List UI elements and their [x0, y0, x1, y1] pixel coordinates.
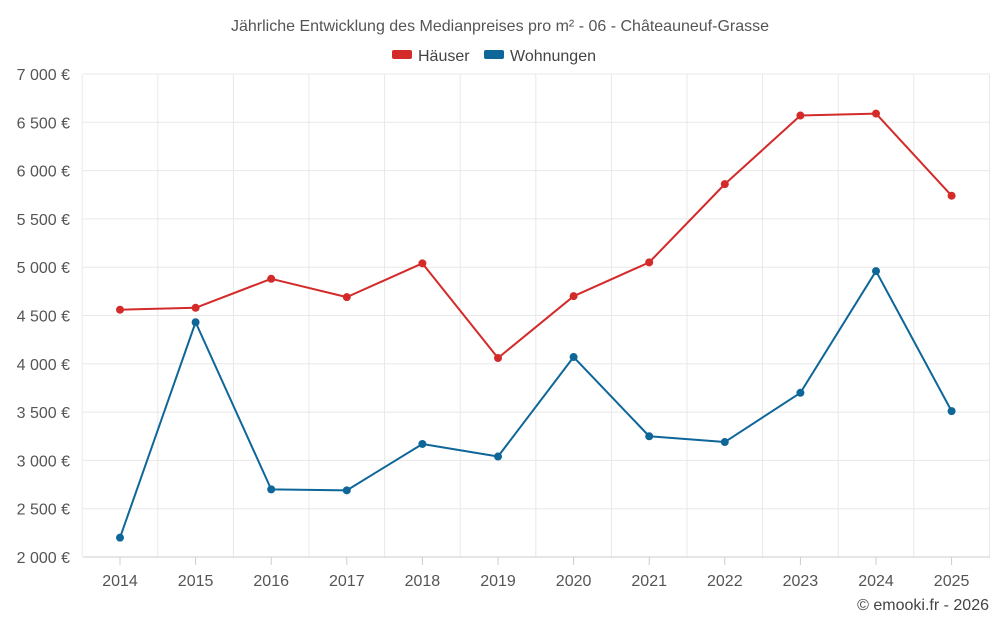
legend[interactable]: Häuser Wohnungen	[392, 48, 596, 65]
y-tick-label: 7 000 €	[17, 67, 70, 84]
series-line	[119, 270, 953, 539]
series-0	[116, 109, 956, 363]
data-point[interactable]	[116, 305, 124, 314]
y-tick-label: 6 500 €	[17, 115, 70, 132]
legend-item[interactable]: Wohnungen	[484, 48, 596, 65]
y-tick-label: 4 500 €	[17, 309, 70, 326]
data-point[interactable]	[720, 180, 729, 189]
data-point[interactable]	[720, 438, 729, 447]
data-point[interactable]	[796, 111, 805, 120]
x-tick-label: 2024	[858, 573, 894, 590]
credit-text: © emooki.fr - 2026	[857, 597, 989, 614]
grid	[81, 73, 990, 558]
series-layer	[116, 109, 956, 542]
y-tick-label: 2 000 €	[17, 550, 70, 567]
x-axis: 2014 2015 2016 2017 2018 2019 2020 2021 2022 2023…	[83, 556, 990, 590]
y-tick-label: 4 000 €	[17, 357, 70, 374]
data-point[interactable]	[872, 267, 880, 276]
y-axis: 2 000 € 2 500 € 3 000 € 3 500 € 4 000 € 4 500…	[17, 67, 70, 567]
data-point[interactable]	[494, 452, 502, 461]
y-tick-label: 5 500 €	[17, 212, 70, 229]
data-point[interactable]	[796, 388, 805, 397]
data-point[interactable]	[116, 533, 124, 542]
y-tick-label: 6 000 €	[17, 164, 70, 181]
x-tick-label: 2018	[405, 573, 441, 590]
x-tick-label: 2023	[783, 573, 819, 590]
y-tick-label: 5 000 €	[17, 260, 70, 277]
data-point[interactable]	[494, 354, 502, 363]
chart-title: Jährliche Entwicklung des Medianpreises …	[231, 18, 769, 35]
legend-label: Häuser	[418, 48, 470, 65]
x-tick-label: 2020	[556, 573, 592, 590]
y-tick-label: 2 500 €	[17, 502, 70, 519]
data-point[interactable]	[191, 303, 200, 312]
legend-swatch	[484, 50, 504, 59]
series-1	[116, 267, 956, 542]
data-point[interactable]	[342, 293, 351, 302]
x-tick-label: 2015	[178, 573, 214, 590]
data-point[interactable]	[191, 318, 200, 327]
y-tick-label: 3 500 €	[17, 405, 70, 422]
x-tick-label: 2014	[102, 573, 138, 590]
y-tick-label: 3 000 €	[17, 453, 70, 470]
x-tick-label: 2017	[329, 573, 365, 590]
data-point[interactable]	[342, 486, 351, 495]
x-tick-label: 2016	[253, 573, 289, 590]
data-point[interactable]	[418, 259, 427, 268]
legend-label: Wohnungen	[510, 48, 596, 65]
x-tick-label: 2025	[934, 573, 970, 590]
data-point[interactable]	[569, 292, 578, 301]
data-point[interactable]	[267, 485, 276, 494]
data-point[interactable]	[267, 274, 276, 283]
data-point[interactable]	[947, 407, 956, 416]
data-point[interactable]	[872, 109, 880, 118]
series-line	[119, 112, 953, 360]
data-point[interactable]	[645, 432, 654, 441]
legend-swatch	[392, 50, 412, 59]
x-tick-label: 2022	[707, 573, 743, 590]
data-point[interactable]	[645, 258, 654, 267]
legend-item[interactable]: Häuser	[392, 48, 470, 65]
data-point[interactable]	[569, 353, 578, 362]
data-point[interactable]	[418, 439, 427, 448]
data-point[interactable]	[947, 191, 956, 200]
x-tick-label: 2019	[480, 573, 516, 590]
x-tick-label: 2021	[631, 573, 667, 590]
